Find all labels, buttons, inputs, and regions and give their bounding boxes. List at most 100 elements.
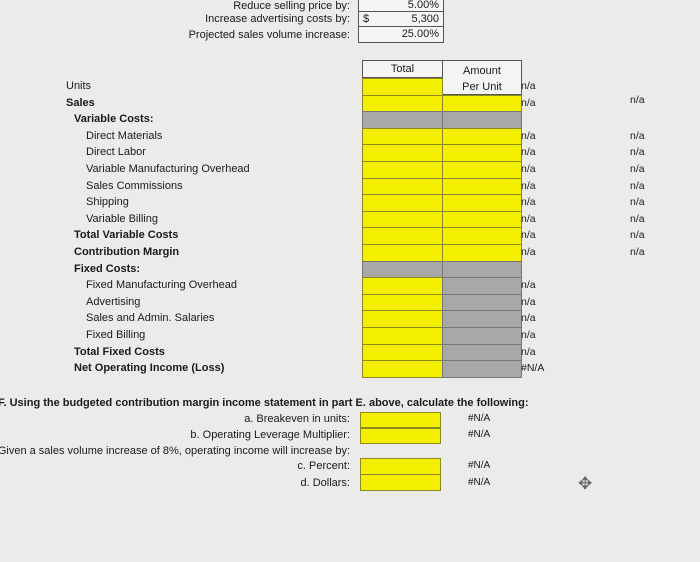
check-value-2: n/a (630, 146, 645, 159)
row-label: Fixed Manufacturing Overhead (86, 279, 238, 292)
percent-check: #N/A (468, 460, 491, 471)
check-value-2: n/a (630, 179, 645, 192)
per-unit-cell[interactable] (442, 210, 522, 229)
check-value: n/a (521, 196, 536, 209)
total-cell[interactable] (362, 343, 443, 362)
breakeven-label: a. Breakeven in units: (244, 413, 350, 425)
per-unit-cell (442, 260, 522, 279)
advertising-input[interactable]: $5,300 (358, 11, 444, 27)
leverage-input[interactable] (360, 428, 441, 444)
total-cell[interactable] (362, 277, 443, 295)
per-unit-cell[interactable] (442, 177, 522, 196)
check-value-2: n/a (630, 212, 645, 225)
check-value: n/a (521, 246, 536, 258)
breakeven-input[interactable] (360, 412, 441, 428)
total-cell[interactable] (362, 210, 443, 229)
per-unit-cell[interactable] (442, 161, 522, 179)
total-cell[interactable] (362, 293, 443, 312)
given-text: Given a sales volume increase of 8%, ope… (0, 445, 350, 457)
reduce-price-label: Reduce selling price by: (233, 0, 350, 12)
total-cell[interactable] (362, 227, 443, 245)
row-label: Net Operating Income (Loss) (74, 362, 225, 375)
percent-input[interactable] (360, 458, 441, 475)
row-label: Variable Costs: (74, 113, 154, 126)
total-cell[interactable] (362, 360, 443, 378)
row-label: Sales Commissions (86, 179, 183, 192)
volume-input[interactable]: 25.00% (358, 26, 444, 43)
dollars-label: d. Dollars: (300, 477, 350, 489)
per-unit-cell (442, 343, 522, 362)
per-unit-cell[interactable] (442, 244, 522, 262)
total-cell (362, 260, 443, 279)
check-value: n/a (521, 80, 536, 92)
row-label: Sales and Admin. Salaries (86, 312, 215, 325)
check-value: n/a (521, 146, 536, 159)
currency-symbol: $ (363, 13, 370, 25)
per-unit-cell[interactable] (442, 144, 522, 162)
check-value: n/a (521, 212, 536, 225)
check-value-2: n/a (630, 93, 645, 106)
per-unit-cell[interactable] (442, 127, 522, 146)
per-unit-cell[interactable] (442, 227, 522, 245)
dollars-input[interactable] (360, 474, 441, 491)
advertising-label: Increase advertising costs by: (205, 13, 350, 25)
volume-label: Projected sales volume increase: (188, 29, 350, 41)
header-amount-per-unit: Amount Per Unit (442, 60, 522, 95)
row-label: Shipping (86, 196, 129, 209)
check-value: n/a (521, 345, 536, 358)
percent-label: c. Percent: (297, 460, 350, 472)
breakeven-check: #N/A (468, 413, 491, 424)
row-label: Direct Materials (86, 129, 163, 142)
total-cell[interactable] (362, 144, 443, 162)
total-cell[interactable] (362, 327, 443, 345)
row-label: Total Variable Costs (74, 229, 179, 242)
check-value: n/a (521, 96, 536, 109)
total-cell[interactable] (362, 78, 443, 96)
check-value: n/a (521, 312, 536, 325)
header-amount: Amount (463, 65, 501, 77)
row-label: Total Fixed Costs (74, 345, 165, 358)
per-unit-cell (442, 327, 522, 345)
total-cell[interactable] (362, 194, 443, 212)
row-label: Direct Labor (86, 146, 146, 159)
check-value: #N/A (521, 362, 545, 375)
check-value: n/a (521, 163, 536, 175)
row-label: Variable Billing (86, 212, 158, 225)
check-value-2: n/a (630, 196, 645, 209)
header-per-unit: Per Unit (462, 81, 502, 93)
check-value-2: n/a (630, 129, 645, 142)
part-f-heading: F. Using the budgeted contribution margi… (0, 397, 529, 409)
check-value-2: n/a (630, 163, 645, 175)
row-label: Variable Manufacturing Overhead (86, 163, 250, 175)
total-cell[interactable] (362, 161, 443, 179)
per-unit-cell[interactable] (442, 94, 522, 113)
check-value: n/a (521, 329, 536, 341)
total-cell[interactable] (362, 177, 443, 196)
check-value-2: n/a (630, 229, 645, 242)
header-total: Total (362, 60, 443, 78)
total-cell[interactable] (362, 244, 443, 262)
per-unit-cell (442, 293, 522, 312)
per-unit-cell (442, 310, 522, 328)
check-value: n/a (521, 129, 536, 142)
row-label: Sales (66, 96, 95, 109)
row-label: Fixed Billing (86, 329, 146, 341)
check-value-2: n/a (630, 246, 645, 258)
leverage-check: #N/A (468, 429, 491, 440)
dollars-check: #N/A (468, 477, 491, 488)
advertising-value: 5,300 (411, 13, 439, 25)
row-label: Contribution Margin (74, 246, 180, 258)
row-label: Advertising (86, 295, 141, 308)
total-cell[interactable] (362, 310, 443, 328)
check-value: n/a (521, 229, 536, 242)
check-value: n/a (521, 279, 536, 292)
check-value: n/a (521, 179, 536, 192)
total-cell[interactable] (362, 94, 443, 113)
cursor-move-icon: ✥ (578, 474, 593, 493)
per-unit-cell (442, 360, 522, 378)
total-cell (362, 111, 443, 129)
check-value: n/a (521, 295, 536, 308)
total-cell[interactable] (362, 127, 443, 146)
row-label: Fixed Costs: (74, 262, 141, 275)
per-unit-cell[interactable] (442, 194, 522, 212)
